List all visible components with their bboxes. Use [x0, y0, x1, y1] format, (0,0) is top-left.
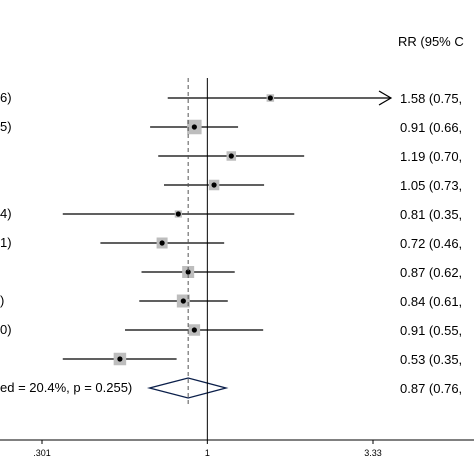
study-label: 1) — [0, 235, 12, 250]
overall-row: ed = 20.4%, p = 0.255) 0.87 (0.76, — [0, 377, 462, 399]
rr-ci-text: 1.58 (0.75, — [400, 91, 462, 106]
point-estimate — [191, 327, 197, 333]
x-tick-label: 1 — [205, 448, 210, 458]
study-row: 1) 0.72 (0.46, — [0, 235, 462, 251]
rr-ci-text: 1.19 (0.70, — [400, 149, 462, 164]
rr-ci-text: 0.81 (0.35, — [400, 207, 462, 222]
rr-ci-text: 1.05 (0.73, — [400, 178, 462, 193]
point-estimate — [185, 269, 191, 275]
point-estimate — [191, 124, 197, 130]
point-estimate — [117, 356, 123, 362]
ci-arrow — [378, 90, 393, 106]
overall-label: ed = 20.4%, p = 0.255) — [0, 380, 132, 395]
study-label: 6) — [0, 90, 12, 105]
study-row: ) 0.84 (0.61, — [0, 293, 462, 309]
rr-ci-text: 0.87 (0.62, — [400, 265, 462, 280]
study-row: 5) 0.91 (0.66, — [0, 119, 462, 135]
header-rr-ci: RR (95% C — [398, 34, 464, 49]
point-estimate — [228, 153, 234, 159]
point-estimate — [175, 211, 181, 217]
study-rows: 6) 1.58 (0.75, 5) 0.91 (0.66, 1.19 (0.70, 1.0… — [0, 90, 462, 367]
study-label: 0) — [0, 322, 12, 337]
study-label: ) — [0, 293, 4, 308]
rr-ci-text: 0.72 (0.46, — [400, 236, 462, 251]
overall-rr-ci-text: 0.87 (0.76, — [400, 381, 462, 396]
x-tick-label: .301 — [33, 448, 51, 458]
point-estimate — [159, 240, 165, 246]
rr-ci-text: 0.53 (0.35, — [400, 352, 462, 367]
study-row: 0.53 (0.35, — [62, 352, 462, 367]
study-row: 1.05 (0.73, — [164, 178, 462, 193]
point-estimate — [267, 95, 273, 101]
study-label: 4) — [0, 206, 12, 221]
study-row: 1.19 (0.70, — [158, 149, 462, 164]
study-row: 0) 0.91 (0.55, — [0, 322, 462, 338]
x-tick-label: 3.33 — [364, 448, 382, 458]
study-row: 4) 0.81 (0.35, — [0, 206, 462, 222]
study-label: 5) — [0, 119, 12, 134]
rr-ci-text: 0.84 (0.61, — [400, 294, 462, 309]
x-axis: .301 1 3.33 — [0, 439, 474, 458]
point-estimate — [180, 298, 186, 304]
point-estimate — [211, 182, 217, 188]
study-row: 0.87 (0.62, — [141, 265, 462, 280]
rr-ci-text: 0.91 (0.55, — [400, 323, 462, 338]
study-row: 6) 1.58 (0.75, — [0, 90, 462, 106]
rr-ci-text: 0.91 (0.66, — [400, 120, 462, 135]
